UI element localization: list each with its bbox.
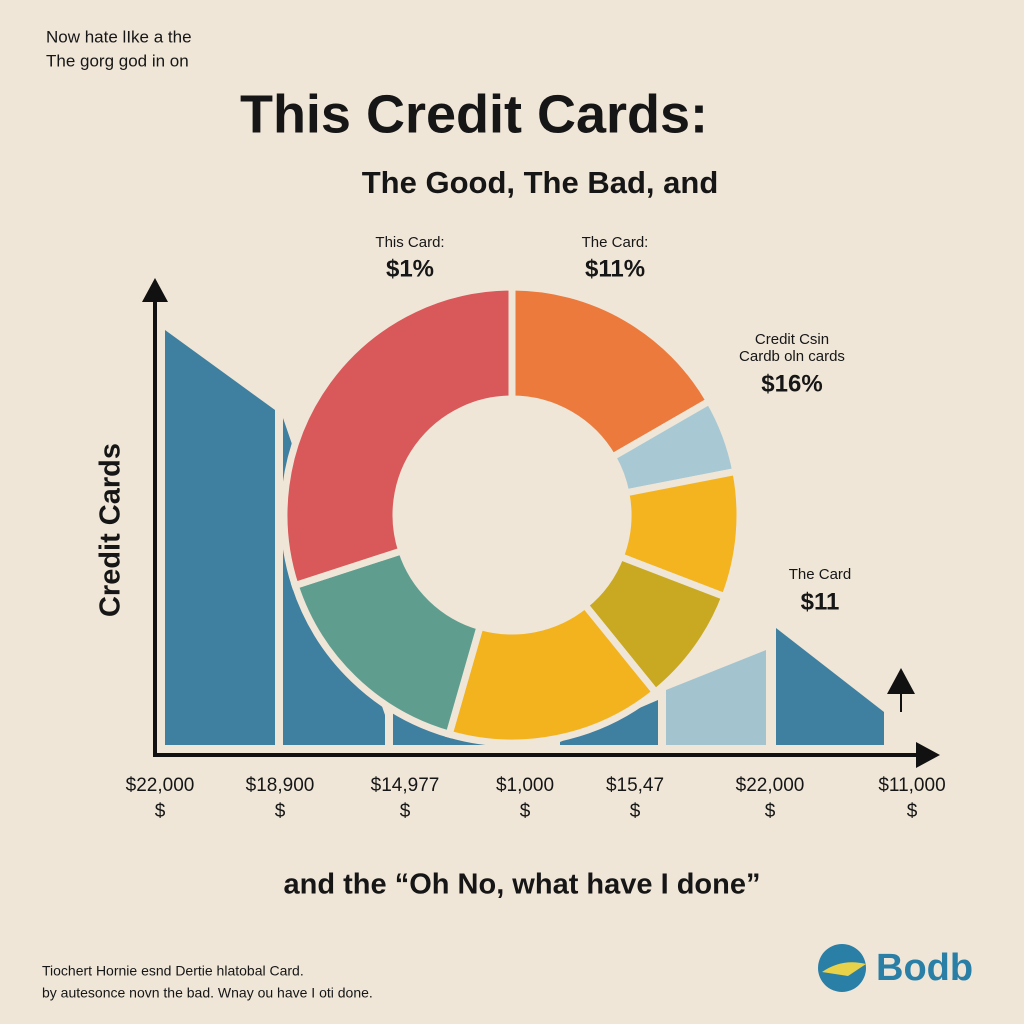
donut-segment xyxy=(290,546,485,739)
x-label-unit: $ xyxy=(907,801,918,822)
small-arrow xyxy=(887,668,915,694)
y-axis-label: Credit Cards xyxy=(95,443,127,617)
callout-value: $11% xyxy=(585,255,645,282)
axis-arrow xyxy=(916,742,940,768)
x-label-unit: $ xyxy=(765,801,776,822)
callout-label: The Card xyxy=(789,566,852,583)
x-label: $14,977 xyxy=(371,775,440,796)
title: This Credit Cards: xyxy=(240,84,708,144)
footer-line: by autesonce novn the bad. Wnay ou have … xyxy=(42,985,373,1001)
intro-line: Now hate lIke a the xyxy=(46,27,192,46)
bar-shape xyxy=(666,650,766,745)
bar-shape xyxy=(776,628,884,745)
x-label-unit: $ xyxy=(400,801,411,822)
x-label-unit: $ xyxy=(275,801,286,822)
x-labels: $22,000 $ $18,900 $ $14,977 $ $1,000 $ $15,47 $ $2… xyxy=(126,775,946,822)
subtitle: The Good, The Bad, and xyxy=(362,165,719,200)
callouts: This Card: $1% The Card: $11% Credit CsinCar… xyxy=(375,234,851,615)
donut-segment xyxy=(508,283,715,462)
intro-line: The gorg god in on xyxy=(46,51,189,70)
x-label: $18,900 xyxy=(246,775,315,796)
x-label: $15,47 xyxy=(606,775,664,796)
logo-text: Bodb xyxy=(876,947,973,989)
callout-label: This Card: xyxy=(375,234,444,251)
tagline: and the “Oh No, what have I done” xyxy=(284,869,761,901)
callout-label: The Card: xyxy=(582,234,649,251)
donut-segment xyxy=(280,283,516,590)
callout-label: Cardb oln cards xyxy=(739,348,845,365)
callout-value: $1% xyxy=(386,255,434,282)
donut xyxy=(280,283,744,747)
x-label: $1,000 xyxy=(496,775,554,796)
x-label-unit: $ xyxy=(155,801,166,822)
footer-line: Tiochert Hornie esnd Dertie hlatobal Car… xyxy=(42,963,304,979)
x-label: $11,000 xyxy=(878,775,945,796)
axis-arrow xyxy=(142,278,168,302)
logo-icon xyxy=(822,962,866,976)
callout-value: $11 xyxy=(801,588,840,615)
x-label: $22,000 xyxy=(736,775,805,796)
donut-segment xyxy=(444,600,661,747)
bar-shape xyxy=(165,330,275,745)
x-label: $22,000 xyxy=(126,775,195,796)
x-label-unit: $ xyxy=(520,801,531,822)
callout-value: $16% xyxy=(761,370,822,397)
callout-label: Credit Csin xyxy=(755,331,829,348)
x-label-unit: $ xyxy=(630,801,641,822)
